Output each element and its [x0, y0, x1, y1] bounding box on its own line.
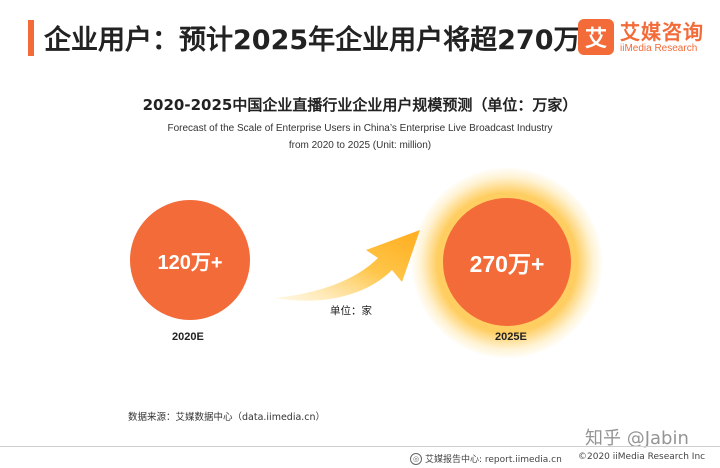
logo-mark-icon: 艾 — [578, 19, 614, 55]
title-accent-bar — [28, 20, 34, 56]
bubble-2020: 120万+ — [130, 200, 250, 320]
bubble-2025: 270万+ — [443, 198, 571, 326]
zhihu-watermark: 知乎 @Jabin — [585, 428, 689, 449]
logo-name-cn: 艾媒咨询 — [620, 19, 704, 44]
footer-divider — [0, 446, 720, 447]
category-label-2025: 2025E — [495, 331, 527, 343]
page-title: 企业用户：预计2025年企业用户将超270万家 — [44, 25, 608, 56]
chart-subtitle-line-1: Forecast of the Scale of Enterprise User… — [167, 123, 553, 134]
iimedia-logo: 艾 艾媒咨询 iiMedia Research — [578, 14, 704, 60]
footer-report-center: ◎ 艾媒报告中心: report.iimedia.cn — [410, 452, 562, 465]
unit-label: 单位：家 — [330, 305, 372, 317]
footer-report-site: 艾媒报告中心: report.iimedia.cn — [425, 455, 562, 465]
data-source: 数据来源：艾媒数据中心（data.iimedia.cn） — [128, 412, 326, 423]
logo-text: 艾媒咨询 iiMedia Research — [620, 21, 704, 54]
chart-subtitle-line-2: from 2020 to 2025 (Unit: million) — [288, 140, 432, 151]
category-label-2020: 2020E — [172, 331, 204, 343]
report-center-icon: ◎ — [410, 452, 422, 465]
logo-name-en: iiMedia Research — [620, 42, 698, 54]
growth-arrow-icon — [274, 230, 420, 301]
bubble-2025-value: 270万+ — [469, 251, 545, 277]
bubble-2020-value: 120万+ — [157, 251, 223, 274]
footer-copyright: ©2020 iiMedia Research Inc — [578, 452, 706, 462]
chart-title: 2020-2025中国企业直播行业企业用户规模预测（单位：万家） — [142, 96, 578, 114]
